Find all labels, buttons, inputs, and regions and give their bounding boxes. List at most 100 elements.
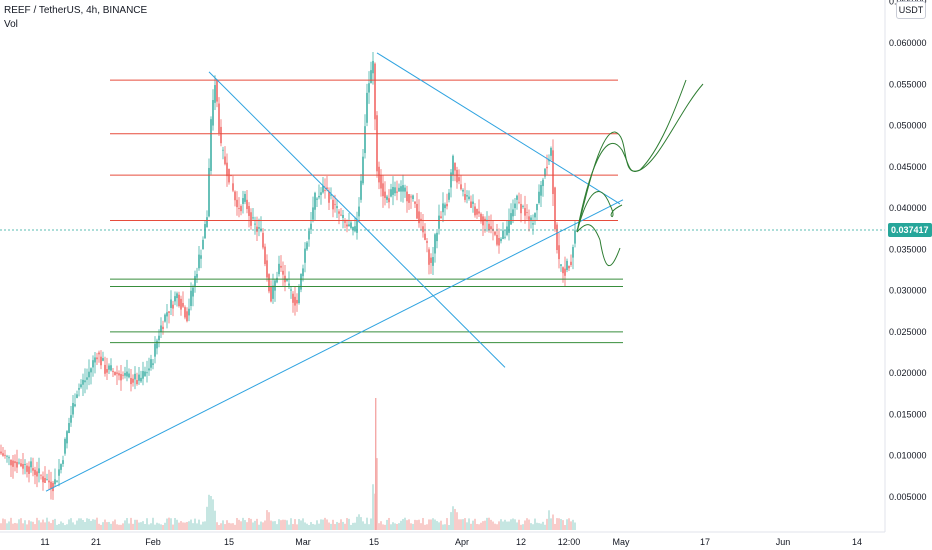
candle-body (406, 191, 408, 202)
candle-body (146, 372, 148, 374)
volume-bar (390, 524, 392, 530)
volume-bar (322, 519, 324, 530)
candle-body (54, 479, 56, 485)
volume-bar (282, 519, 284, 530)
candle-body (208, 167, 210, 217)
volume-bar (132, 523, 134, 530)
volume-bar (62, 522, 64, 530)
candle-body (12, 460, 14, 467)
volume-bar (432, 518, 434, 530)
candle-body (118, 373, 120, 376)
volume-bar (380, 521, 382, 530)
candle-body (434, 234, 436, 254)
volume-bar (94, 519, 96, 530)
volume-bar (558, 518, 560, 530)
projection-curve[interactable] (576, 191, 623, 233)
candle-body (288, 283, 290, 286)
candle-body (250, 212, 252, 226)
volume-bar (252, 522, 254, 530)
volume-bar (228, 522, 230, 530)
volume-bar (466, 522, 468, 530)
volume-bar (296, 524, 298, 530)
candle-body (286, 278, 288, 281)
volume-bar (156, 522, 158, 530)
y-tick-label: 0.050000 (889, 121, 927, 131)
candle-body (502, 230, 504, 240)
candle-body (356, 219, 358, 233)
candle-body (550, 147, 552, 156)
projection-curve[interactable] (576, 83, 704, 233)
volume-bar (412, 523, 414, 530)
currency-unit-badge[interactable]: USDT (896, 1, 926, 19)
volume-bar (470, 523, 472, 530)
volume-bar (218, 525, 220, 530)
y-tick-label: 0.025000 (889, 327, 927, 337)
volume-bar (162, 525, 164, 530)
volume-bar (130, 517, 132, 530)
volume-bar (198, 519, 200, 530)
trendline[interactable] (376, 52, 621, 205)
candle-body (350, 222, 352, 228)
candle-body (386, 196, 388, 200)
candle-body (484, 218, 486, 222)
volume-bar (212, 499, 214, 530)
volume-bar (270, 520, 272, 530)
candle-body (366, 92, 368, 123)
candle-body (280, 265, 282, 268)
candle-body (70, 415, 72, 423)
candle-body (180, 298, 182, 310)
candle-body (296, 299, 298, 304)
candle-body (112, 371, 114, 373)
trendline[interactable] (208, 71, 506, 368)
candle-body (10, 459, 12, 466)
candle-body (544, 168, 546, 177)
volume-bar (552, 514, 554, 530)
candle-body (452, 155, 454, 176)
volume-bar (106, 522, 108, 530)
volume-bar (546, 518, 548, 530)
volume-bar (534, 518, 536, 530)
candle-body (306, 242, 308, 250)
candle-body (86, 377, 88, 380)
candle-body (272, 285, 274, 299)
x-tick-label: May (612, 537, 630, 547)
volume-bar (368, 524, 370, 530)
trendline[interactable] (45, 199, 624, 492)
candle-body (432, 257, 434, 266)
volume-bar (402, 519, 404, 530)
candle-body (84, 380, 86, 383)
volume-bar (60, 521, 62, 530)
volume-bar (350, 524, 352, 530)
projection-curve[interactable] (576, 79, 687, 233)
volume-bar (0, 523, 2, 530)
candle-body (328, 191, 330, 203)
candle-body (206, 217, 208, 228)
candle-body (150, 359, 152, 368)
candle-body (560, 264, 562, 266)
candle-body (62, 460, 64, 464)
candle-body (216, 80, 218, 102)
candle-body (162, 326, 164, 330)
candle-body (338, 211, 340, 214)
volume-bar (486, 517, 488, 530)
volume-bar (28, 520, 30, 530)
volume-bar (344, 523, 346, 530)
projection-curve[interactable] (576, 224, 621, 267)
candle-body (524, 208, 526, 216)
candle-body (462, 189, 464, 192)
candle-body (494, 231, 496, 235)
volume-bar (46, 517, 48, 530)
y-tick-label: 0.045000 (889, 162, 927, 172)
candle-body (374, 63, 376, 120)
x-tick-label: Mar (295, 537, 311, 547)
x-tick-label: 17 (700, 537, 710, 547)
candle-body (172, 304, 174, 309)
volume-bar (434, 519, 436, 530)
volume-bar (188, 521, 190, 530)
volume-bar (14, 522, 16, 530)
volume-bar (246, 522, 248, 530)
volume-bar (570, 521, 572, 530)
candle-body (558, 245, 560, 260)
candle-body (320, 192, 322, 195)
